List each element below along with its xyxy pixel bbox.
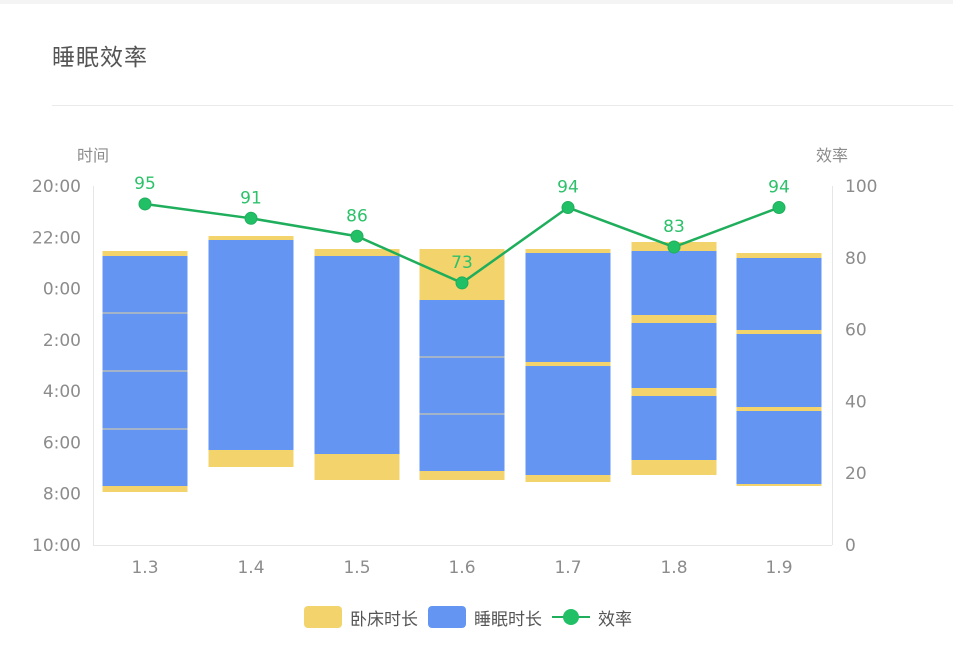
sleep-duration-bar[interactable] xyxy=(736,411,822,484)
sleep-duration-bar[interactable] xyxy=(419,414,505,471)
left-axis-name: 时间 xyxy=(77,146,109,165)
legend-sleep-label: 睡眠时长 xyxy=(474,609,542,630)
efficiency-value-label: 95 xyxy=(134,174,156,194)
sleep-duration-bar[interactable] xyxy=(525,366,611,475)
efficiency-value-label: 94 xyxy=(557,178,579,198)
legend-sleep[interactable]: 睡眠时长 xyxy=(428,605,542,630)
chart-title: 睡眠效率 xyxy=(52,45,148,71)
efficiency-point[interactable] xyxy=(350,229,364,243)
sleep-duration-bar[interactable] xyxy=(419,357,505,414)
bar-group[interactable] xyxy=(631,242,717,475)
sleep-duration-bar[interactable] xyxy=(631,323,717,388)
x-tick-label: 1.8 xyxy=(660,558,687,578)
sleep-duration-bar[interactable] xyxy=(102,313,188,371)
left-tick-label: 4:00 xyxy=(43,382,81,402)
sleep-duration-bar[interactable] xyxy=(208,240,294,450)
x-tick-label: 1.7 xyxy=(554,558,581,578)
left-tick-label: 20:00 xyxy=(32,177,81,197)
sleep-duration-bar[interactable] xyxy=(736,334,822,407)
efficiency-line: 95 91 86 73 94 83 94 xyxy=(134,174,790,290)
sleep-swatch-icon xyxy=(428,606,466,628)
efficiency-value-label: 83 xyxy=(663,217,685,237)
sleep-duration-bar[interactable] xyxy=(525,253,611,362)
right-axis-name: 效率 xyxy=(816,146,848,165)
top-strip xyxy=(0,0,953,4)
efficiency-point[interactable] xyxy=(244,211,258,225)
left-tick-label: 8:00 xyxy=(43,485,81,505)
right-tick-label: 100 xyxy=(845,177,877,197)
line-dot-icon xyxy=(552,606,590,628)
sleep-duration-bar[interactable] xyxy=(314,256,400,454)
sleep-duration-bar[interactable] xyxy=(102,371,188,429)
left-tick-label: 10:00 xyxy=(32,536,81,556)
sleep-duration-bar[interactable] xyxy=(419,300,505,357)
left-tick-label: 2:00 xyxy=(43,331,81,351)
legend: 卧床时长 睡眠时长 效率 xyxy=(304,604,642,630)
x-tick-label: 1.6 xyxy=(448,558,475,578)
left-tick-label: 6:00 xyxy=(43,433,81,453)
sleep-duration-bar[interactable] xyxy=(736,258,822,330)
bed-swatch-icon xyxy=(304,606,342,628)
bars xyxy=(102,236,822,492)
legend-efficiency[interactable]: 效率 xyxy=(552,605,632,630)
left-tick-label: 22:00 xyxy=(32,228,81,248)
efficiency-value-label: 86 xyxy=(346,206,368,226)
efficiency-point[interactable] xyxy=(138,197,152,211)
bar-group[interactable] xyxy=(525,249,611,482)
sleep-duration-bar[interactable] xyxy=(631,251,717,315)
x-tick-label: 1.3 xyxy=(131,558,158,578)
sleep-duration-bar[interactable] xyxy=(102,429,188,486)
legend-bed[interactable]: 卧床时长 xyxy=(304,605,418,630)
axes: 时间 效率 20:00 22:00 0:00 2:00 4:00 6:00 8:00 10:00 1… xyxy=(32,146,877,578)
efficiency-point[interactable] xyxy=(667,240,681,254)
right-tick-label: 80 xyxy=(845,249,867,269)
bar-group[interactable] xyxy=(102,251,188,492)
sleep-duration-bar[interactable] xyxy=(631,396,717,460)
left-tick-label: 0:00 xyxy=(43,280,81,300)
x-tick-label: 1.9 xyxy=(765,558,792,578)
right-tick-label: 20 xyxy=(845,464,867,484)
title-divider xyxy=(52,105,953,106)
x-tick-label: 1.5 xyxy=(343,558,370,578)
sleep-duration-bar[interactable] xyxy=(102,256,188,313)
legend-bed-label: 卧床时长 xyxy=(350,609,418,630)
efficiency-value-label: 91 xyxy=(240,188,262,208)
efficiency-value-label: 73 xyxy=(451,253,473,273)
right-tick-label: 40 xyxy=(845,392,867,412)
efficiency-point[interactable] xyxy=(772,201,786,215)
bar-group[interactable] xyxy=(314,249,400,480)
right-tick-label: 60 xyxy=(845,321,867,341)
x-tick-label: 1.4 xyxy=(237,558,264,578)
efficiency-point[interactable] xyxy=(455,276,469,290)
bar-group[interactable] xyxy=(208,236,294,467)
legend-efficiency-label: 效率 xyxy=(598,609,632,630)
efficiency-value-label: 94 xyxy=(768,178,790,198)
efficiency-point[interactable] xyxy=(561,201,575,215)
right-tick-label: 0 xyxy=(845,536,856,556)
bar-group[interactable] xyxy=(736,253,822,486)
